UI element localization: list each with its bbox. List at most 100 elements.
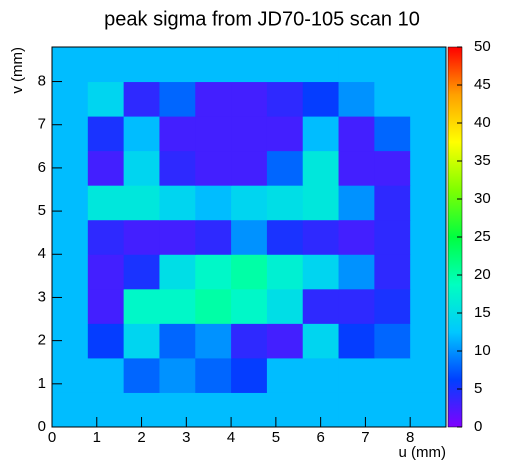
heatmap-cell <box>374 357 411 393</box>
heatmap-cell <box>52 116 89 152</box>
heatmap-cell <box>159 254 196 290</box>
heatmap-cell <box>231 288 268 324</box>
heatmap-cell <box>338 116 375 152</box>
heatmap-cell <box>123 357 160 393</box>
x-tick-label: 5 <box>272 429 280 446</box>
heatmap-cell <box>266 185 304 221</box>
heatmap-cell <box>159 47 196 83</box>
heatmap-cell <box>410 288 447 324</box>
heatmap-cell <box>374 288 411 324</box>
heatmap-cell <box>123 254 160 290</box>
heatmap-cell <box>123 323 160 359</box>
x-tick-label: 4 <box>227 429 235 446</box>
x-tick-label: 8 <box>406 429 414 446</box>
y-tick-label: 7 <box>38 116 46 133</box>
heatmap-cell <box>266 392 304 428</box>
heatmap-cell <box>195 219 232 255</box>
z-tick-label: 10 <box>474 342 491 359</box>
x-tick-label: 1 <box>93 429 101 446</box>
heatmap-cell <box>52 254 89 290</box>
heatmap-cell <box>302 81 340 117</box>
heatmap-cell <box>123 185 160 221</box>
heatmap-cell <box>374 150 411 186</box>
heatmap-cell <box>231 392 268 428</box>
heatmap-cell <box>123 81 160 117</box>
x-tick-label: 0 <box>48 429 56 446</box>
heatmap-cell <box>266 288 304 324</box>
z-tick-label: 30 <box>474 190 491 207</box>
x-tick-label: 6 <box>316 429 324 446</box>
heatmap-cell <box>123 288 160 324</box>
heatmap-cell <box>410 392 447 428</box>
z-tick-label: 25 <box>474 228 491 245</box>
heatmap-cell <box>231 357 268 393</box>
heatmap-cell <box>410 185 447 221</box>
heatmap-cell <box>266 81 304 117</box>
heatmap-cell <box>195 116 232 152</box>
heatmap-cell <box>195 47 232 83</box>
heatmap-cell <box>87 185 125 221</box>
heatmap-cell <box>338 323 375 359</box>
heatmap-cell <box>159 185 196 221</box>
heatmap-cell <box>374 219 411 255</box>
heatmap-cell <box>87 150 125 186</box>
heatmap-cell <box>52 288 89 324</box>
heatmap-cell <box>338 288 375 324</box>
heatmap-cell <box>231 150 268 186</box>
heatmap-cell <box>52 219 89 255</box>
heatmap-cell <box>195 288 232 324</box>
heatmap-cell <box>159 219 196 255</box>
heatmap-cell <box>87 47 125 83</box>
y-axis-label: v (mm) <box>9 47 26 94</box>
heatmap-cell <box>231 185 268 221</box>
y-tick-label: 4 <box>38 245 46 262</box>
heatmap-cell <box>338 150 375 186</box>
heatmap-cell <box>374 254 411 290</box>
heatmap-cell <box>231 47 268 83</box>
heatmap-cell <box>338 357 375 393</box>
heatmap-cell <box>374 116 411 152</box>
heatmap-cell <box>195 357 232 393</box>
heatmap-cell <box>338 81 375 117</box>
y-tick-label: 5 <box>38 202 46 219</box>
heatmap-cell <box>410 150 447 186</box>
heatmap-cell <box>231 116 268 152</box>
heatmap-cell <box>87 254 125 290</box>
heatmap-cell <box>231 219 268 255</box>
z-tick-label: 35 <box>474 152 491 169</box>
heatmap-cell <box>123 219 160 255</box>
y-tick-label: 3 <box>38 288 46 305</box>
heatmap-cell <box>302 150 340 186</box>
heatmap-cell <box>159 150 196 186</box>
z-tick-label: 20 <box>474 266 491 283</box>
heatmap-cell <box>374 392 411 428</box>
heatmap-cell <box>87 81 125 117</box>
heatmap-cell <box>338 392 375 428</box>
heatmap-cell <box>410 116 447 152</box>
heatmap-cell <box>87 219 125 255</box>
z-tick-label: 5 <box>474 380 482 397</box>
heatmap-cell <box>302 254 340 290</box>
heatmap-cell <box>159 392 196 428</box>
heatmap-cell <box>195 185 232 221</box>
heatmap-cell <box>266 323 304 359</box>
x-tick-label: 3 <box>182 429 190 446</box>
heatmap-cell <box>410 254 447 290</box>
heatmap-cell <box>195 150 232 186</box>
heatmap-cell <box>302 323 340 359</box>
heatmap-cell <box>195 254 232 290</box>
heatmap-cell <box>266 219 304 255</box>
x-tick-label: 7 <box>361 429 369 446</box>
heatmap-cell <box>195 323 232 359</box>
heatmap-cell <box>52 357 89 393</box>
heatmap-cell <box>302 357 340 393</box>
chart-title: peak sigma from JD70-105 scan 10 <box>104 8 420 30</box>
z-tick-label: 50 <box>474 38 491 55</box>
y-tick-label: 2 <box>38 332 46 349</box>
heatmap-cell <box>410 323 447 359</box>
heatmap-cell <box>87 323 125 359</box>
heatmap-cell <box>410 219 447 255</box>
heatmap-cell <box>52 47 89 83</box>
heatmap-cell <box>410 81 447 117</box>
